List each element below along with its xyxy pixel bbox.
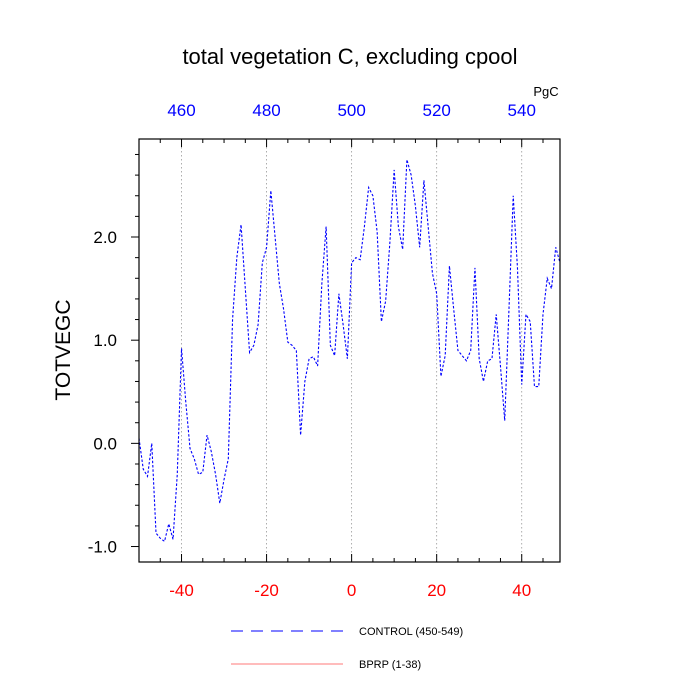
x-tick-label: 0 (347, 581, 356, 600)
top-tick-label: 460 (167, 101, 195, 120)
y-axis-label: TOTVEGC (52, 299, 75, 400)
top-tick-label: 540 (508, 101, 536, 120)
legend-label-bprp: BPRP (1-38) (359, 659, 421, 671)
top-tick-label: 520 (422, 101, 450, 120)
grid-lines (181, 139, 523, 562)
x-tick-label: -40 (169, 581, 194, 600)
y-tick-label: -1.0 (88, 538, 117, 557)
top-tick-label: 480 (252, 101, 280, 120)
y-tick-label: 2.0 (93, 228, 117, 247)
chart-title: total vegetation C, excluding cpool (182, 44, 517, 69)
x-tick-label: 40 (512, 581, 531, 600)
top-tick-label: 500 (337, 101, 365, 120)
series-line-control (138, 159, 561, 543)
x-tick-label: -20 (254, 581, 279, 600)
y-tick-label: 1.0 (93, 331, 117, 350)
legend-label-control: CONTROL (450-549) (359, 626, 463, 638)
legend: CONTROL (450-549) BPRP (1-38) (231, 626, 463, 671)
data-series (138, 159, 561, 543)
y-tick-label: 0.0 (93, 434, 117, 453)
plot-frame (138, 138, 561, 563)
top-axis-unit-label: PgC (533, 84, 558, 99)
axes: -40 -20 0 20 40 460 480 500 520 540 -1.0 0.0 1.0 2.0 (88, 101, 561, 600)
x-tick-label: 20 (427, 581, 446, 600)
